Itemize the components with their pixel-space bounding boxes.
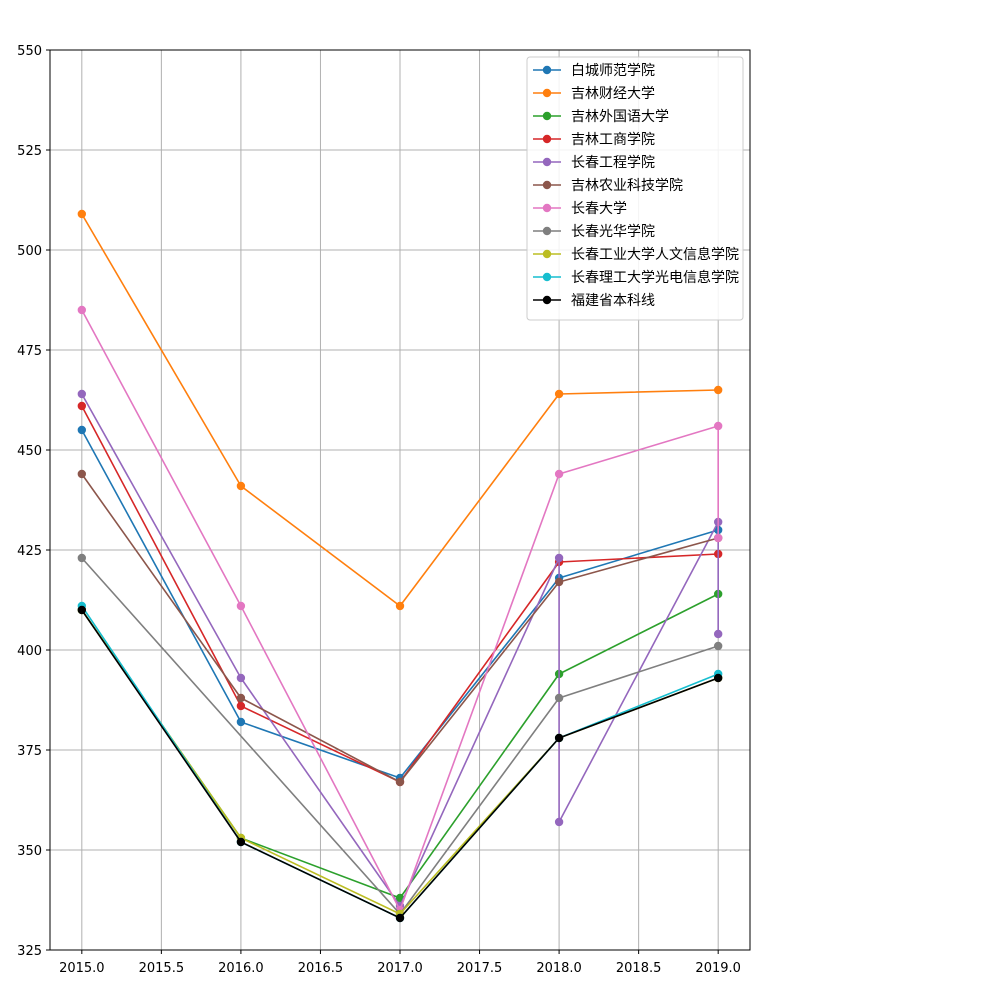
data-point xyxy=(554,817,564,827)
legend-marker xyxy=(542,226,552,236)
data-point xyxy=(77,469,87,479)
data-point xyxy=(713,421,723,431)
x-tick-label: 2018.0 xyxy=(536,961,582,976)
y-tick-label: 500 xyxy=(17,244,42,259)
x-tick-label: 2019.0 xyxy=(695,961,741,976)
legend-marker xyxy=(542,180,552,190)
legend-marker xyxy=(542,65,552,75)
legend-marker xyxy=(542,249,552,259)
data-point xyxy=(554,577,564,587)
data-point xyxy=(713,673,723,683)
legend-marker xyxy=(542,157,552,167)
data-point xyxy=(236,837,246,847)
legend-label: 白城师范学院 xyxy=(571,62,655,79)
y-tick-label: 350 xyxy=(17,844,42,859)
y-tick-label: 550 xyxy=(17,44,42,59)
x-tick-label: 2018.5 xyxy=(616,961,662,976)
series-line xyxy=(81,557,719,915)
data-point xyxy=(236,701,246,711)
data-point xyxy=(236,717,246,727)
legend-label: 吉林外国语大学 xyxy=(571,109,669,125)
legend-label: 福建省本科线 xyxy=(571,293,655,309)
x-tick-label: 2017.0 xyxy=(377,961,423,976)
data-point xyxy=(77,401,87,411)
data-point xyxy=(395,601,405,611)
y-axis: 325 350 375 400 425 450 475 500 525 550 xyxy=(17,44,50,959)
x-tick-label: 2015.0 xyxy=(59,961,105,976)
data-point xyxy=(77,389,87,399)
legend-marker xyxy=(542,203,552,213)
legend-marker xyxy=(542,111,552,121)
data-point xyxy=(236,481,246,491)
data-point xyxy=(77,605,87,615)
data-point xyxy=(554,553,564,563)
legend-marker xyxy=(542,134,552,144)
data-point xyxy=(236,601,246,611)
data-point xyxy=(77,425,87,435)
series-10 xyxy=(77,605,723,923)
data-point xyxy=(77,553,87,563)
legend-label: 长春光华学院 xyxy=(571,224,655,240)
data-point xyxy=(395,913,405,923)
data-point xyxy=(77,305,87,315)
y-tick-label: 325 xyxy=(17,944,42,959)
data-point xyxy=(77,209,87,219)
legend-marker xyxy=(542,88,552,98)
data-point xyxy=(236,673,246,683)
y-tick-label: 475 xyxy=(17,344,42,359)
data-point xyxy=(554,389,564,399)
y-tick-label: 525 xyxy=(17,144,42,159)
data-point xyxy=(713,385,723,395)
x-tick-label: 2017.5 xyxy=(457,961,503,976)
data-point xyxy=(395,777,405,787)
legend-label: 长春工业大学人文信息学院 xyxy=(571,246,739,263)
data-point xyxy=(236,693,246,703)
legend-label: 长春大学 xyxy=(571,201,627,217)
data-point xyxy=(713,533,723,543)
y-tick-label: 375 xyxy=(17,744,42,759)
data-point xyxy=(554,469,564,479)
x-tick-label: 2015.5 xyxy=(139,961,185,976)
y-tick-label: 425 xyxy=(17,544,42,559)
legend-marker xyxy=(542,272,552,282)
legend-label: 吉林财经大学 xyxy=(571,86,655,102)
x-tick-label: 2016.5 xyxy=(298,961,344,976)
data-point xyxy=(554,693,564,703)
data-point xyxy=(713,641,723,651)
plot-series xyxy=(77,209,723,923)
y-tick-label: 450 xyxy=(17,444,42,459)
x-axis: 2015.0 2015.5 2016.0 2016.5 2017.0 2017.5 2018… xyxy=(59,950,741,976)
series-1 xyxy=(77,209,723,611)
legend-marker xyxy=(542,295,552,305)
legend-label: 长春理工大学光电信息学院 xyxy=(571,269,739,286)
data-point xyxy=(554,733,564,743)
legend-label: 吉林农业科技学院 xyxy=(571,178,683,194)
legend-box xyxy=(526,56,744,321)
data-point xyxy=(713,629,723,639)
legend-label: 长春工程学院 xyxy=(571,155,655,171)
x-tick-label: 2016.0 xyxy=(218,961,264,976)
series-line xyxy=(81,309,719,911)
y-tick-label: 400 xyxy=(17,644,42,659)
legend-label: 吉林工商学院 xyxy=(571,132,655,148)
legend: 白城师范学院吉林财经大学吉林外国语大学吉林工商学院长春工程学院吉林农业科技学院长… xyxy=(526,56,744,321)
